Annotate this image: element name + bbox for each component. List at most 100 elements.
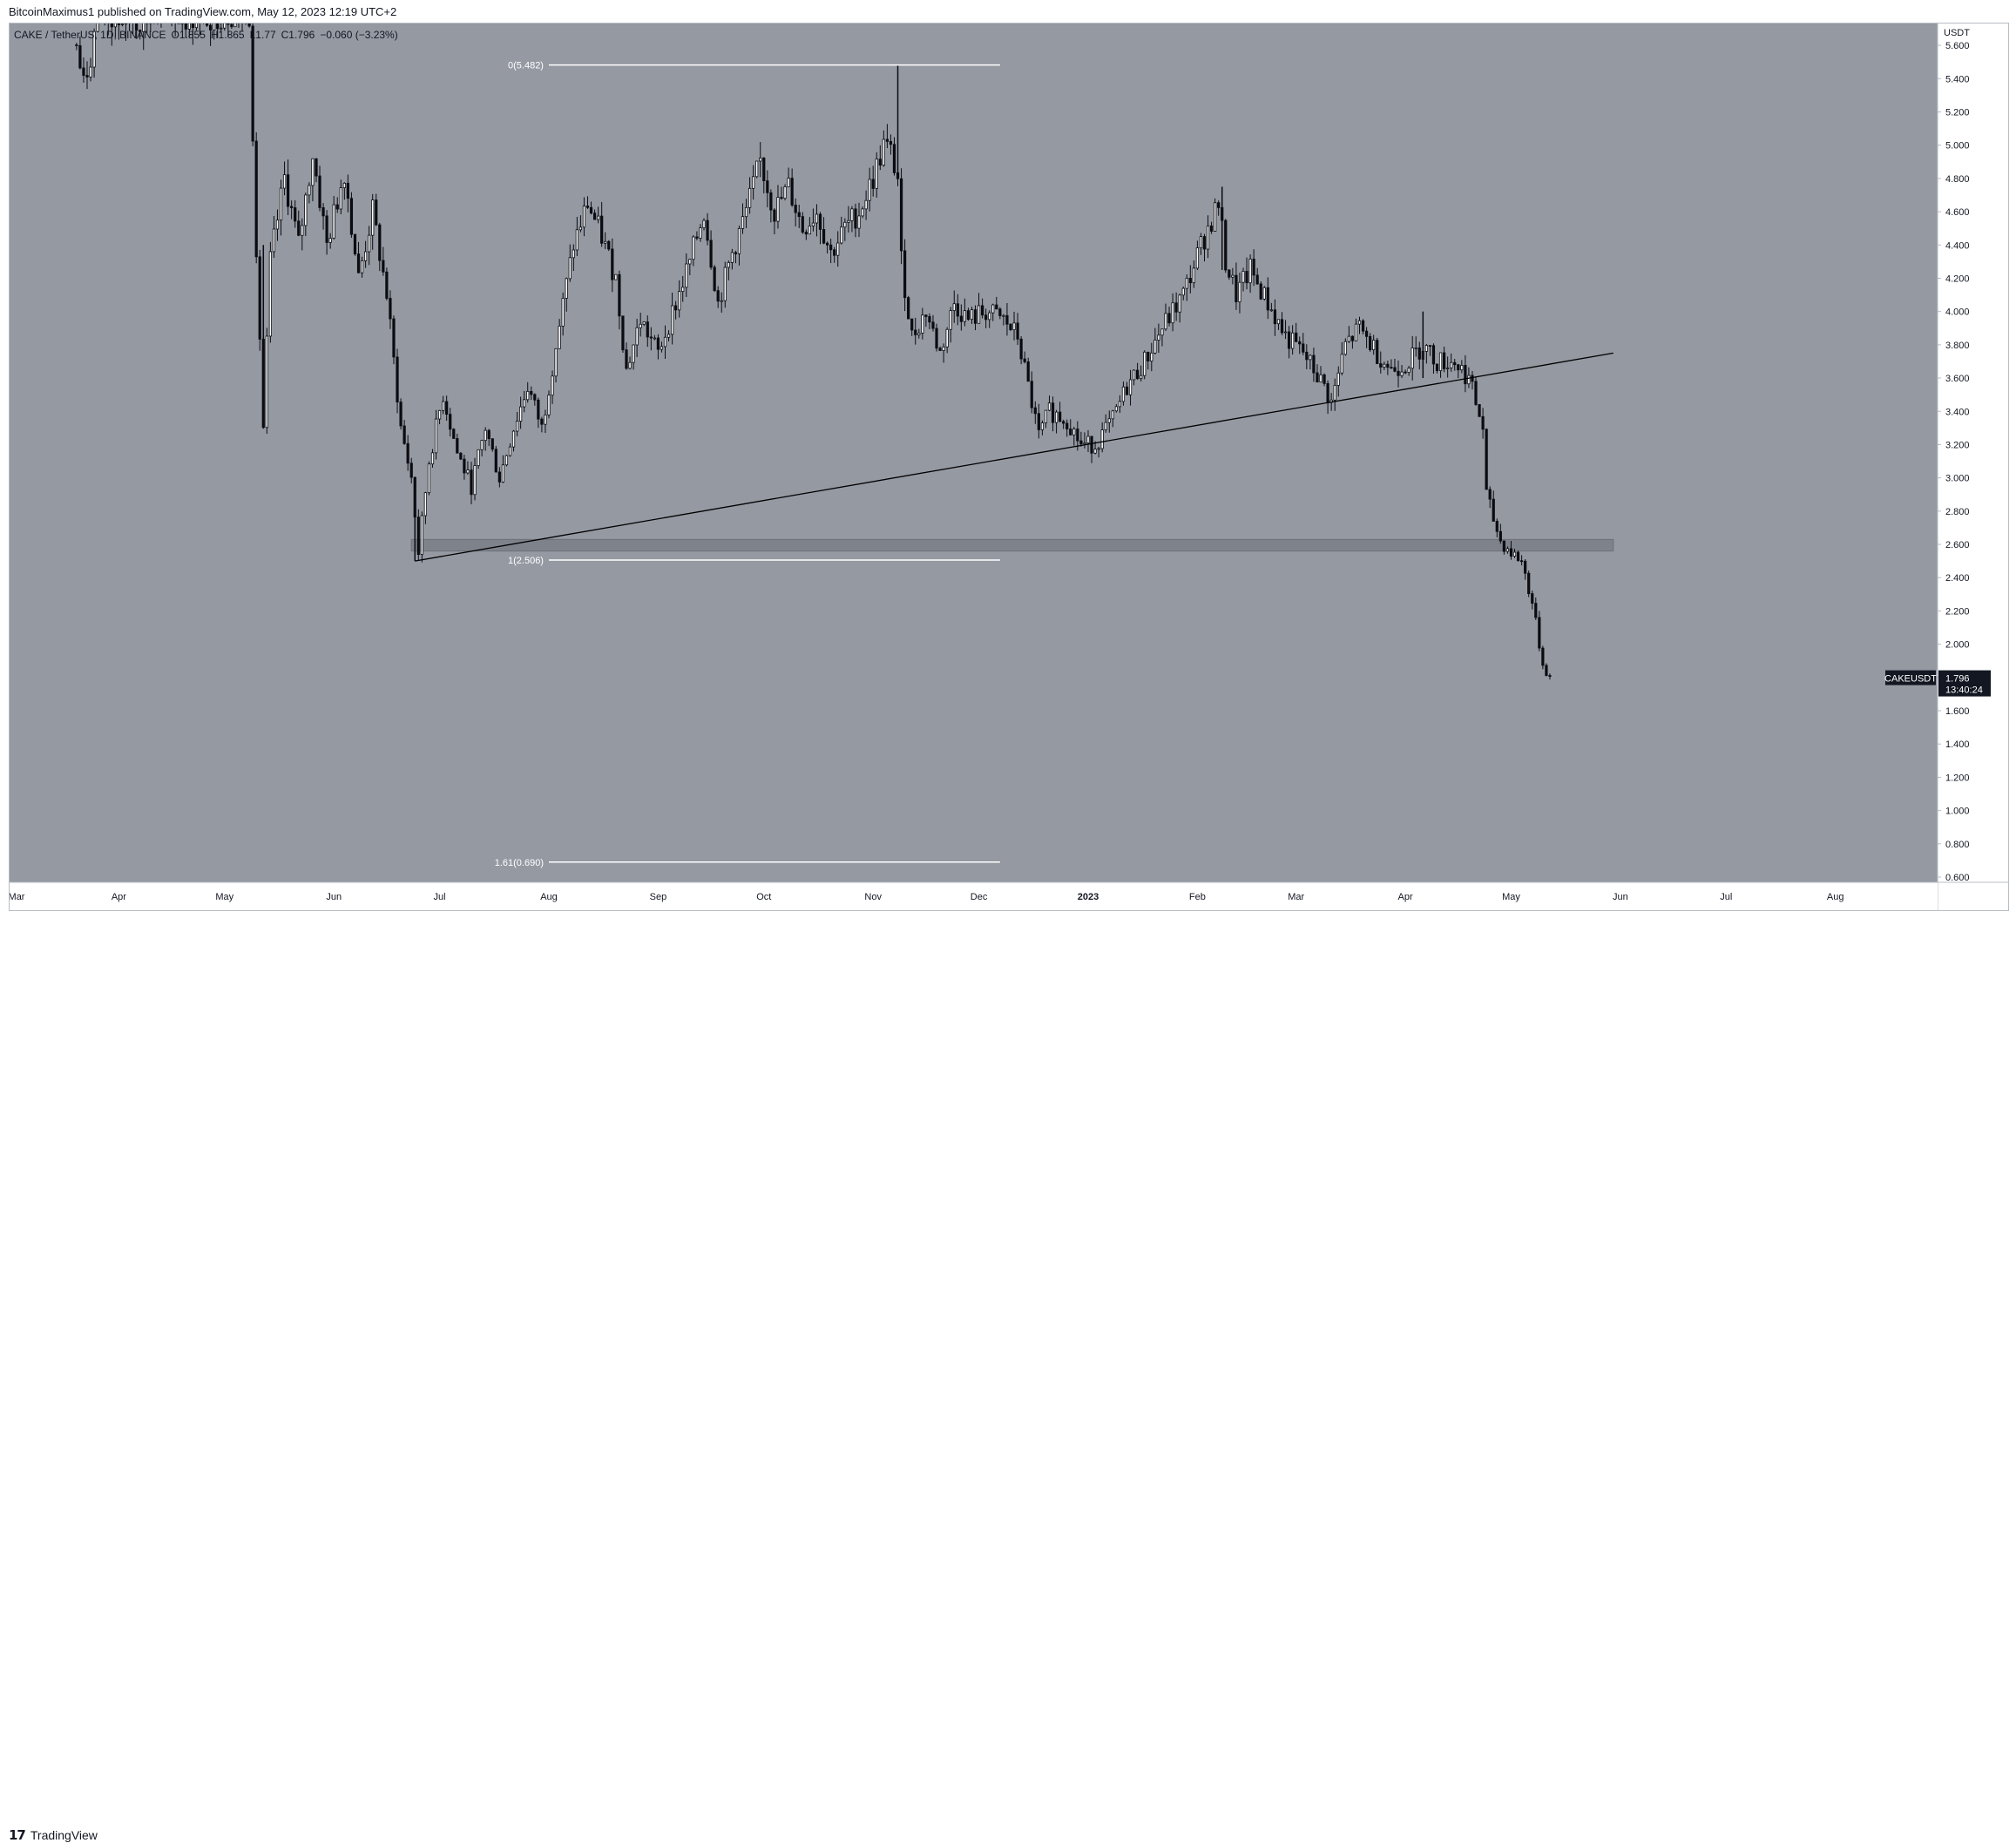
candle-body [519,407,521,421]
candle-body [626,350,627,368]
candle-body [612,249,613,280]
candle-body [534,395,536,400]
candle-body [1136,370,1138,379]
candle-body [1242,271,1244,282]
candle-body [1397,371,1399,375]
candle-body [531,391,532,395]
candle-body [1158,335,1160,341]
candle-body [364,252,366,260]
tradingview-logo[interactable]: 17 TradingView [9,1827,98,1843]
candle-body [1475,381,1477,405]
candle-body [988,313,990,320]
candle-body [657,338,659,349]
candle-body [357,254,359,273]
symbol-legend: CAKE / TetherUS, 1D, BINANCE O1.855 H1.8… [14,29,398,41]
candle-body [118,24,119,25]
candle-body [1377,341,1378,364]
y-tick-label: 3.200 [1945,440,1970,450]
ohlc-low: L1.77 [250,29,276,41]
candle-body [1365,331,1367,336]
candle-body [720,300,722,301]
candle-body [689,260,691,264]
candle-body [862,209,863,216]
candle-body [653,338,655,339]
candle-body [1087,436,1089,443]
candle-body [605,241,606,243]
candle-body [266,336,267,428]
candle-body [1496,521,1498,531]
bar-countdown: 13:40:24 [1945,685,1983,696]
candle-body [1542,648,1544,665]
candle-body [347,183,348,198]
candle-body [407,443,409,463]
price-chart[interactable]: 0(5.482)1(2.506)1.61(0.690) USDT5.6005.4… [10,24,2008,910]
candle-body [1253,259,1255,274]
y-tick-label: 4.800 [1945,174,1970,185]
x-tick-label: Jul [1720,892,1732,902]
candle-body [315,159,317,176]
candle-body [833,250,835,255]
candle-body [781,198,782,199]
candle-body [1468,375,1470,384]
candle-body [1323,375,1325,383]
candle-body [1387,364,1389,368]
candle-body [467,470,469,473]
candle-body [326,216,328,243]
candle-body [748,188,750,207]
candle-body [1274,310,1275,324]
candle-body [343,183,345,187]
candle-body [1091,436,1093,453]
x-tick-label: Nov [864,892,882,902]
candle-body [1320,375,1322,381]
candle-body [216,24,218,29]
candle-body [1503,541,1505,551]
y-tick-label: 5.200 [1945,107,1970,118]
candle-body [192,24,193,28]
candle-body [410,463,412,477]
x-tick-label: Aug [540,892,558,902]
candle-body [667,334,669,337]
candle-body [932,322,934,328]
tradingview-logo-text: TradingView [30,1828,98,1842]
y-tick-label: 2.800 [1945,507,1970,517]
candle-body [1485,429,1487,489]
candle-body [562,298,564,326]
y-tick-label: 1.600 [1945,706,1970,717]
candle-body [576,230,578,250]
candle-body [1122,387,1124,402]
candle-body [1369,336,1370,349]
candle-body [1020,339,1022,359]
candle-body [76,45,78,46]
candle-body [1147,352,1149,361]
candle-body [1003,315,1005,316]
candle-body [855,209,856,228]
candle-body [978,306,979,323]
candle-body [755,161,757,177]
candle-body [1084,443,1086,444]
candle-body [1284,332,1286,333]
candle-body [86,76,88,78]
candle-body [1048,403,1050,410]
currency-label: USDT [1944,28,1970,38]
candle-body [1017,323,1018,339]
candle-body [114,24,116,27]
symbol-name[interactable]: CAKE / TetherUS, 1D, BINANCE [14,29,166,41]
candle-body [1249,259,1251,282]
candle-body [964,311,965,322]
footer-bar: 17 TradingView [0,911,2016,940]
candle-body [693,237,694,260]
candle-body [361,260,362,273]
candle-body [883,139,884,165]
x-tick-label: Jun [1613,892,1628,902]
candle-body [283,175,285,188]
candle-body [438,410,440,419]
candle-body [322,207,324,215]
candle-body [371,200,373,236]
candle-body [893,145,895,173]
candle-body [231,24,233,27]
candle-body [858,216,860,228]
x-tick-label: Mar [10,892,25,902]
candle-body [1006,315,1008,324]
y-tick-label: 2.600 [1945,540,1970,550]
